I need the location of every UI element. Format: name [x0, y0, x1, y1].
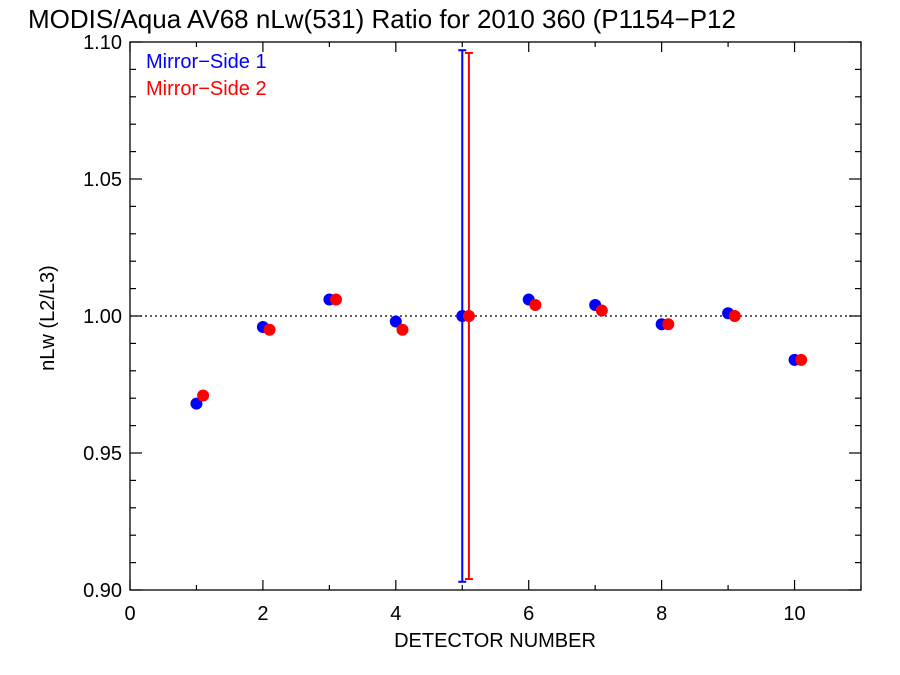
legend-entry-mirror-side-1: Mirror−Side 1 — [146, 51, 267, 73]
data-point-mirror-side-2 — [728, 310, 741, 322]
chart-title: MODIS/Aqua AV68 nLw(531) Ratio for 2010 … — [28, 4, 736, 34]
data-point-mirror-side-1 — [389, 315, 402, 328]
data-point-mirror-side-2 — [529, 299, 542, 312]
x-tick-label: 2 — [257, 603, 268, 625]
plot-area: 0 2 4 6 8 10 0.90 0.95 1.00 1.05 1.10 — [83, 32, 862, 625]
data-point-mirror-side-2 — [263, 323, 276, 336]
legend: Mirror−Side 1 Mirror−Side 2 — [146, 51, 267, 100]
data-point-mirror-side-1 — [190, 397, 203, 410]
x-tick-label: 6 — [523, 603, 534, 625]
x-axis-label: DETECTOR NUMBER — [394, 630, 596, 652]
data-point-mirror-side-2 — [396, 323, 409, 336]
data-point-mirror-side-2 — [662, 318, 675, 331]
data-point-mirror-side-2 — [595, 304, 608, 317]
data-point-mirror-side-2 — [197, 389, 210, 402]
data-point-mirror-side-2 — [795, 353, 808, 366]
y-tick-label: 0.95 — [83, 443, 122, 465]
legend-entry-mirror-side-2: Mirror−Side 2 — [146, 78, 267, 100]
y-tick-label: 1.00 — [83, 306, 122, 328]
y-tick-label: 1.05 — [83, 169, 122, 191]
data-point-mirror-side-2 — [462, 310, 475, 322]
y-tick-label: 0.90 — [83, 580, 122, 602]
data-point-mirror-side-2 — [330, 293, 343, 306]
x-tick-label: 10 — [783, 603, 805, 625]
y-axis-label: nLw (L2/L3) — [37, 265, 59, 371]
y-tick-label: 1.10 — [83, 32, 122, 54]
x-tick-label: 8 — [656, 603, 667, 625]
x-tick-label: 0 — [124, 603, 135, 625]
x-tick-label: 4 — [390, 603, 401, 625]
